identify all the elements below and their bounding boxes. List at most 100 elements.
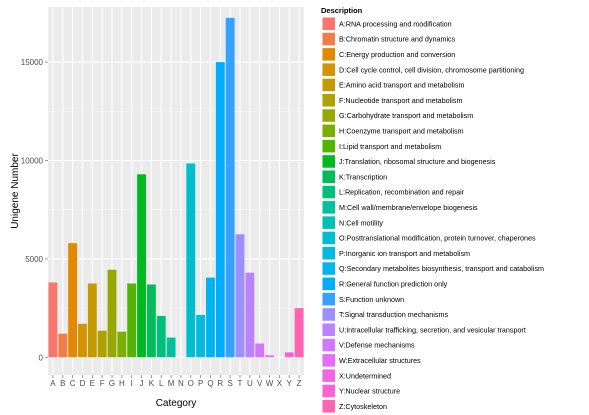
legend-swatch (322, 292, 335, 306)
x-tick-label: R (217, 379, 223, 388)
legend-label: X:Undetermined (339, 371, 391, 380)
legend-swatch (322, 400, 335, 413)
legend-label: Y:Nuclear structure (339, 387, 400, 396)
bar-C (68, 243, 78, 358)
legend-label: F:Nucleotide transport and metabolism (339, 96, 462, 105)
legend-label: U:Intracellular trafficking, secretion, … (339, 325, 526, 334)
y-axis-ticks: 0 5000 10000 15000 (21, 58, 48, 362)
bars (48, 17, 304, 358)
legend: Description A:RNA processing and modific… (321, 6, 544, 414)
x-tick-label: X (277, 379, 283, 388)
bar-Z (294, 308, 304, 358)
legend-swatch (322, 277, 335, 291)
legend-swatch (322, 201, 335, 214)
legend-label: G:Carbohydrate transport and metabolism (339, 111, 473, 120)
x-tick-label: O (188, 379, 194, 388)
legend-label: R:General function prediction only (339, 279, 448, 288)
legend-label: D:Cell cycle control, cell division, chr… (339, 65, 524, 74)
x-tick-label: U (247, 379, 253, 388)
legend-label: J:Translation, ribosomal structure and b… (339, 157, 496, 166)
legend-swatch (322, 139, 335, 153)
x-tick-label: M (168, 379, 175, 388)
legend-label: W:Extracellular structures (339, 356, 421, 365)
bar-R (215, 62, 225, 358)
x-tick-label: N (178, 379, 184, 388)
x-tick-label: T (238, 379, 243, 388)
x-tick-label: A (50, 379, 56, 388)
bar-O (186, 163, 196, 358)
legend-swatch (322, 32, 335, 46)
legend-swatch (322, 78, 335, 92)
x-tick-label: D (80, 379, 86, 388)
legend-label: Z:Cytoskeleton (339, 402, 387, 411)
legend-swatch (322, 94, 335, 107)
legend-label: V:Defense mechanisms (339, 341, 415, 350)
legend-swatch (322, 247, 335, 260)
x-tick-label: Y (287, 379, 293, 388)
bar-B (58, 333, 68, 358)
x-tick-label: F (100, 379, 105, 388)
bar-F (97, 330, 107, 358)
x-tick-label: J (140, 379, 144, 388)
legend-label: L:Replication, recombination and repair (339, 188, 465, 197)
bar-D (78, 323, 87, 358)
legend-label: N:Cell motility (339, 218, 383, 227)
legend-label: I:Lipid transport and metabolism (339, 142, 441, 151)
bar-Y (284, 352, 294, 358)
bar-Q (206, 277, 215, 358)
x-axis-title: Category (156, 398, 197, 409)
bar-A (48, 282, 58, 358)
x-tick-label: I (131, 379, 133, 388)
bar-V (255, 343, 265, 358)
bar-T (235, 234, 245, 358)
legend-label: P:Inorganic ion transport and metabolism (339, 249, 470, 258)
x-tick-label: E (90, 379, 95, 388)
legend-title: Description (321, 6, 363, 15)
x-tick-label: Q (207, 379, 213, 388)
legend-swatch (322, 231, 335, 245)
legend-swatch (322, 369, 335, 382)
legend-swatch (322, 170, 335, 183)
legend-label: Q:Secondary metabolites biosynthesis, tr… (339, 264, 544, 273)
legend-swatch (322, 384, 335, 398)
legend-swatch (322, 185, 335, 199)
bar-L (156, 315, 166, 358)
bar-P (196, 314, 206, 358)
x-tick-label: S (227, 379, 232, 388)
x-tick-label: P (198, 379, 203, 388)
bar-W (265, 355, 274, 358)
legend-label: A:RNA processing and modification (339, 19, 452, 28)
legend-label: K:Transcription (339, 172, 387, 181)
x-tick-label: K (149, 379, 155, 388)
bar-J (137, 174, 146, 358)
x-tick-label: W (266, 379, 274, 388)
x-tick-label: B (60, 379, 65, 388)
x-tick-label: G (109, 379, 115, 388)
x-tick-label: H (119, 379, 125, 388)
legend-label: H:Coenzyme transport and metabolism (339, 126, 464, 135)
legend-swatch (322, 354, 335, 367)
y-tick-label: 0 (39, 353, 44, 362)
legend-swatch (322, 63, 335, 76)
x-tick-label: C (70, 379, 76, 388)
y-axis-title: Unigene Number (10, 153, 21, 229)
legend-swatch (322, 124, 335, 138)
legend-swatch (322, 48, 335, 61)
bar-M (166, 337, 176, 358)
legend-swatch (322, 338, 335, 352)
bar-E (87, 283, 97, 358)
bar-U (245, 272, 255, 358)
bar-G (107, 269, 117, 358)
x-tick-label: L (159, 379, 164, 388)
x-tick-label: Z (297, 379, 302, 388)
x-tick-label: V (257, 379, 263, 388)
bar-S (225, 17, 235, 358)
legend-label: S:Function unknown (339, 295, 404, 304)
legend-label: O:Posttranslational modification, protei… (339, 234, 536, 243)
legend-swatch (322, 155, 335, 168)
legend-label: T:Signal transduction mechanisms (339, 310, 448, 319)
legend-label: M:Cell wall/membrane/envelope biogenesis (339, 203, 478, 212)
bar-K (146, 284, 156, 358)
